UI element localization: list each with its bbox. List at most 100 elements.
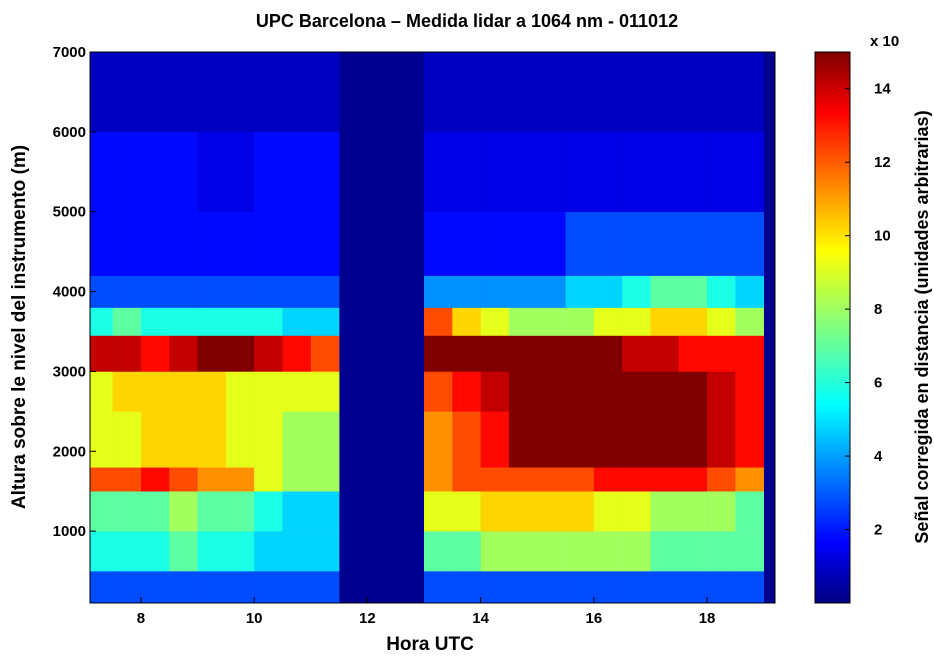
heatmap-cell: [225, 411, 255, 468]
heatmap-cell: [622, 371, 651, 412]
heatmap-cell: [424, 571, 453, 603]
heatmap-cell: [112, 571, 142, 603]
heatmap-cell: [112, 211, 142, 276]
heatmap-cell: [678, 571, 708, 603]
heatmap-cell: [90, 307, 113, 336]
y-tick-label: 4000: [53, 284, 86, 301]
colorbar-tick-label: 14: [874, 81, 891, 98]
heatmap-cell: [537, 211, 566, 276]
heatmap-cell: [593, 491, 623, 532]
heatmap-cell: [480, 571, 510, 603]
heatmap-cell: [140, 307, 170, 336]
heatmap-cell: [735, 335, 764, 372]
heatmap-cell: [508, 211, 538, 276]
heatmap-cell: [735, 531, 764, 572]
heatmap-cell: [254, 571, 283, 603]
heatmap-cell: [480, 211, 510, 276]
heatmap-cell: [593, 335, 623, 372]
colorbar-label: Señal corregida en distancia (unidades a…: [912, 110, 932, 543]
heatmap-cell: [678, 335, 708, 372]
heatmap-cell: [622, 571, 651, 603]
heatmap-cell: [707, 491, 736, 532]
heatmap-cell: [310, 571, 340, 603]
heatmap-cell: [707, 571, 736, 603]
heatmap-cell: [622, 531, 651, 572]
heatmap-cell: [565, 52, 595, 133]
heatmap-cell: [537, 467, 566, 492]
heatmap-cell: [225, 531, 255, 572]
heatmap-cell: [282, 335, 312, 372]
heatmap-cell: [310, 52, 340, 133]
heatmap-cell: [225, 571, 255, 603]
x-tick-label: 16: [585, 610, 602, 627]
heatmap-cell: [452, 371, 481, 412]
heatmap-cell: [565, 371, 595, 412]
heatmap-cell: [593, 531, 623, 572]
plot-frame: [89, 51, 776, 604]
y-tick-label: 5000: [53, 204, 86, 221]
heatmap-cell: [112, 335, 142, 372]
colorbar: [814, 51, 851, 604]
heatmap-cell: [197, 371, 227, 412]
heatmap-cell: [254, 531, 283, 572]
heatmap-cell: [593, 211, 623, 276]
heatmap-cell: [225, 491, 255, 532]
heatmap-cell: [537, 491, 566, 532]
heatmap-cell: [452, 335, 481, 372]
heatmap-cell: [565, 307, 595, 336]
heatmap-cell: [593, 371, 623, 412]
heatmap-cell: [310, 371, 340, 412]
heatmap-cell: [452, 275, 481, 308]
heatmap-cell: [650, 531, 680, 572]
heatmap-cell: [140, 411, 170, 468]
heatmap-cell: [707, 335, 736, 372]
heatmap-cell: [254, 52, 283, 133]
heatmap-cell: [90, 531, 113, 572]
heatmap-cell: [112, 275, 142, 308]
heatmap-cell: [197, 307, 227, 336]
heatmap-cell: [452, 491, 481, 532]
heatmap-cell: [480, 52, 510, 133]
heatmap-cell: [707, 411, 736, 468]
heatmap-cell: [735, 411, 764, 468]
heatmap-cell: [282, 371, 312, 412]
x-axis-label: Hora UTC: [386, 634, 474, 655]
heatmap-cell: [622, 467, 651, 492]
heatmap-cell: [90, 467, 113, 492]
heatmap-cell: [707, 531, 736, 572]
heatmap-cell: [169, 531, 198, 572]
chart-title: UPC Barcelona – Medida lidar a 1064 nm -…: [256, 11, 678, 31]
heatmap-cell: [424, 131, 453, 213]
heatmap-cell: [537, 411, 566, 468]
heatmap-cell: [424, 307, 453, 336]
heatmap-cell: [593, 275, 623, 308]
heatmap-cell: [169, 411, 198, 468]
heatmap-cell: [282, 52, 312, 133]
heatmap-cell: [282, 131, 312, 213]
heatmap-cell: [593, 52, 623, 133]
heatmap-cell: [537, 131, 566, 213]
heatmap-cell: [593, 307, 623, 336]
heatmap-cell: [225, 467, 255, 492]
x-tick-label: 8: [137, 610, 145, 627]
heatmap-cell: [678, 371, 708, 412]
heatmap-cell: [169, 275, 198, 308]
heatmap-cell: [622, 307, 651, 336]
heatmap-cell: [707, 52, 736, 133]
heatmap-cell: [424, 491, 453, 532]
heatmap-cell: [140, 571, 170, 603]
heatmap-cell: [480, 371, 510, 412]
heatmap-cell: [650, 491, 680, 532]
heatmap-cell: [254, 211, 283, 276]
heatmap-cell: [452, 531, 481, 572]
heatmap-cell: [508, 131, 538, 213]
heatmap-cell: [480, 307, 510, 336]
heatmap-cell: [707, 131, 736, 213]
heatmap-cell: [112, 131, 142, 213]
heatmap-cell: [282, 467, 312, 492]
heatmap-cell: [310, 335, 340, 372]
y-tick-label: 6000: [53, 124, 86, 141]
heatmap-cell: [225, 52, 255, 133]
heatmap-cell: [310, 411, 340, 468]
heatmap-cell: [622, 275, 651, 308]
